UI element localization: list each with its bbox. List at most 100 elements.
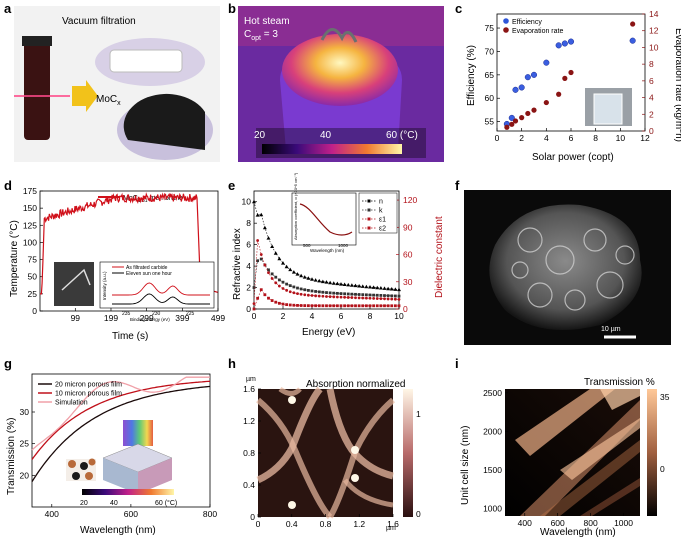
e2-series-marker: [383, 304, 386, 308]
e2-series-marker: [277, 301, 281, 305]
e2-series-marker: [368, 304, 372, 308]
x-axis-label: Time (s): [112, 331, 148, 342]
k-series-marker: [288, 284, 292, 288]
k-series-marker: [383, 294, 386, 297]
k-series-marker: [267, 268, 270, 272]
x-axis-label: Solar power (copt): [532, 152, 614, 163]
legend: Efficiency Evaporation rate: [503, 18, 563, 35]
k-series-marker: [303, 288, 307, 292]
colorbar: [647, 389, 657, 516]
colorbar-tick-20: 20: [80, 500, 88, 507]
e1-series-marker: [281, 287, 285, 290]
e2-series-marker: [292, 303, 296, 307]
evaporation-point: [504, 124, 510, 130]
y-axis-tick-label: 0: [250, 512, 255, 522]
evaporation-point: [543, 99, 549, 106]
x-axis-ticks: 0 2 4 6 8 10 12: [495, 128, 650, 143]
e1-series-marker: [325, 295, 328, 298]
y-axis-ticks: 0 25 50 75 100 125 150 175: [23, 186, 43, 316]
heatmap-area: [258, 389, 393, 517]
e1-series-marker: [397, 297, 401, 301]
y-axis-tick-label: 65: [485, 70, 495, 80]
y-axis-tick-label: 50: [28, 272, 38, 282]
y-axis-tick-label: 10: [242, 197, 252, 207]
y-axis-ticks: 55 60 65 70 75: [485, 23, 500, 127]
x-axis-tick-label: 10: [616, 133, 626, 143]
x-axis-tick-label: 99: [71, 313, 81, 323]
y-axis-tick-label: 2500: [483, 388, 502, 398]
x-axis-tick-label: 6: [569, 133, 574, 143]
x-axis-tick-label: 6: [339, 311, 344, 321]
n-series-marker: [252, 199, 256, 204]
inset-black-curve: [112, 293, 210, 305]
panel-e-chart: 0 2 4 6 8 10 0 2 4 6 8 10 0 30 60 90 120 Energy (eV) R…: [232, 172, 445, 338]
x-axis-tick-label: 0: [495, 133, 500, 143]
inset-legend-filtrated: As filtrated carbide: [126, 265, 168, 271]
evaporation-point: [519, 115, 525, 121]
e1-series-marker: [274, 281, 278, 285]
e1-series-marker: [277, 284, 281, 288]
x-axis-tick-label: 299: [140, 313, 154, 323]
e1-series-marker: [339, 295, 343, 299]
evaporation-point: [531, 107, 537, 113]
k-series-marker: [281, 280, 285, 284]
n-series-marker: [310, 277, 314, 281]
y-axis-tick-label: 25: [20, 439, 30, 449]
inset-photo: [54, 262, 94, 306]
y-axis-tick-label: 75: [28, 255, 38, 265]
x-axis-tick-label: 0: [256, 519, 261, 529]
n-series-marker: [382, 286, 387, 290]
x-axis-ticks: 99 199 299 399 499: [71, 308, 225, 323]
y-axis-tick-label: 20: [20, 470, 30, 480]
x-axis-tick-label: 600: [124, 509, 138, 519]
n-series-marker: [349, 283, 354, 287]
x-axis-tick-label: 400: [518, 518, 532, 528]
y2-axis-tick-label: 8: [649, 59, 654, 69]
legend-label: ε1: [379, 217, 386, 224]
e2-series-marker: [361, 304, 365, 308]
evaporation-point: [509, 121, 515, 127]
k-series-marker: [393, 294, 397, 298]
panel-b-thermal: Hot steam Copt = 3 20 40 60 (°C): [238, 6, 444, 162]
e2-series-marker: [354, 304, 357, 308]
data-points: [503, 21, 636, 130]
y-axis-tick-label: 0.8: [243, 448, 255, 458]
y2-axis-tick-label: 90: [403, 222, 413, 232]
k-series-marker: [346, 292, 350, 296]
x-axis-ticks: 0 0.4 0.8 1.2 1.6: [256, 514, 399, 529]
e1-series-marker: [332, 295, 336, 299]
n-series-marker: [364, 284, 369, 289]
panel-c-chart: 0 2 4 6 8 10 12 55 60 65 70 75 0 2 4 6 8 10 12 14 Solar p…: [466, 9, 681, 163]
inset-tick-230: 230: [152, 311, 161, 317]
evaporation-point: [562, 75, 568, 81]
n-series-marker: [281, 261, 285, 265]
k-series-marker: [332, 291, 336, 295]
e1-series-marker: [314, 294, 318, 298]
y-axis-tick-label: 175: [23, 186, 37, 196]
e2-series-marker: [390, 304, 394, 308]
e1-series-marker: [357, 296, 361, 300]
inset-tick-235: 235: [122, 311, 131, 317]
y-axis-tick-label: 30: [20, 407, 30, 417]
n-series-marker: [291, 270, 296, 274]
x-axis-ticks: 400 600 800 1000: [518, 513, 633, 528]
efficiency-point: [524, 74, 531, 81]
n-series-marker: [368, 285, 372, 289]
e1-series-marker: [335, 295, 339, 299]
y-axis-tick-label: 125: [23, 220, 37, 230]
y2-axis-tick-label: 2: [649, 109, 654, 119]
efficiency-point: [508, 114, 515, 121]
chart-title: Absorption normalized: [306, 379, 406, 390]
y-axis-tick-label: 75: [485, 23, 495, 33]
inset-simulation: 20 40 60 (°C): [66, 420, 177, 507]
y-axis-tick-label: 2000: [483, 426, 502, 436]
legend-label-efficiency: Efficiency: [512, 19, 542, 26]
colorbar-tick-60: 60 (°C): [155, 499, 177, 507]
k-series-marker: [343, 292, 347, 296]
e1-series-marker: [259, 253, 263, 256]
x-axis-tick-label: 1000: [614, 518, 633, 528]
k-series-marker: [317, 290, 321, 294]
k-series-marker: [259, 257, 263, 261]
e2-series-marker: [281, 302, 285, 306]
n-series-marker: [393, 287, 398, 291]
